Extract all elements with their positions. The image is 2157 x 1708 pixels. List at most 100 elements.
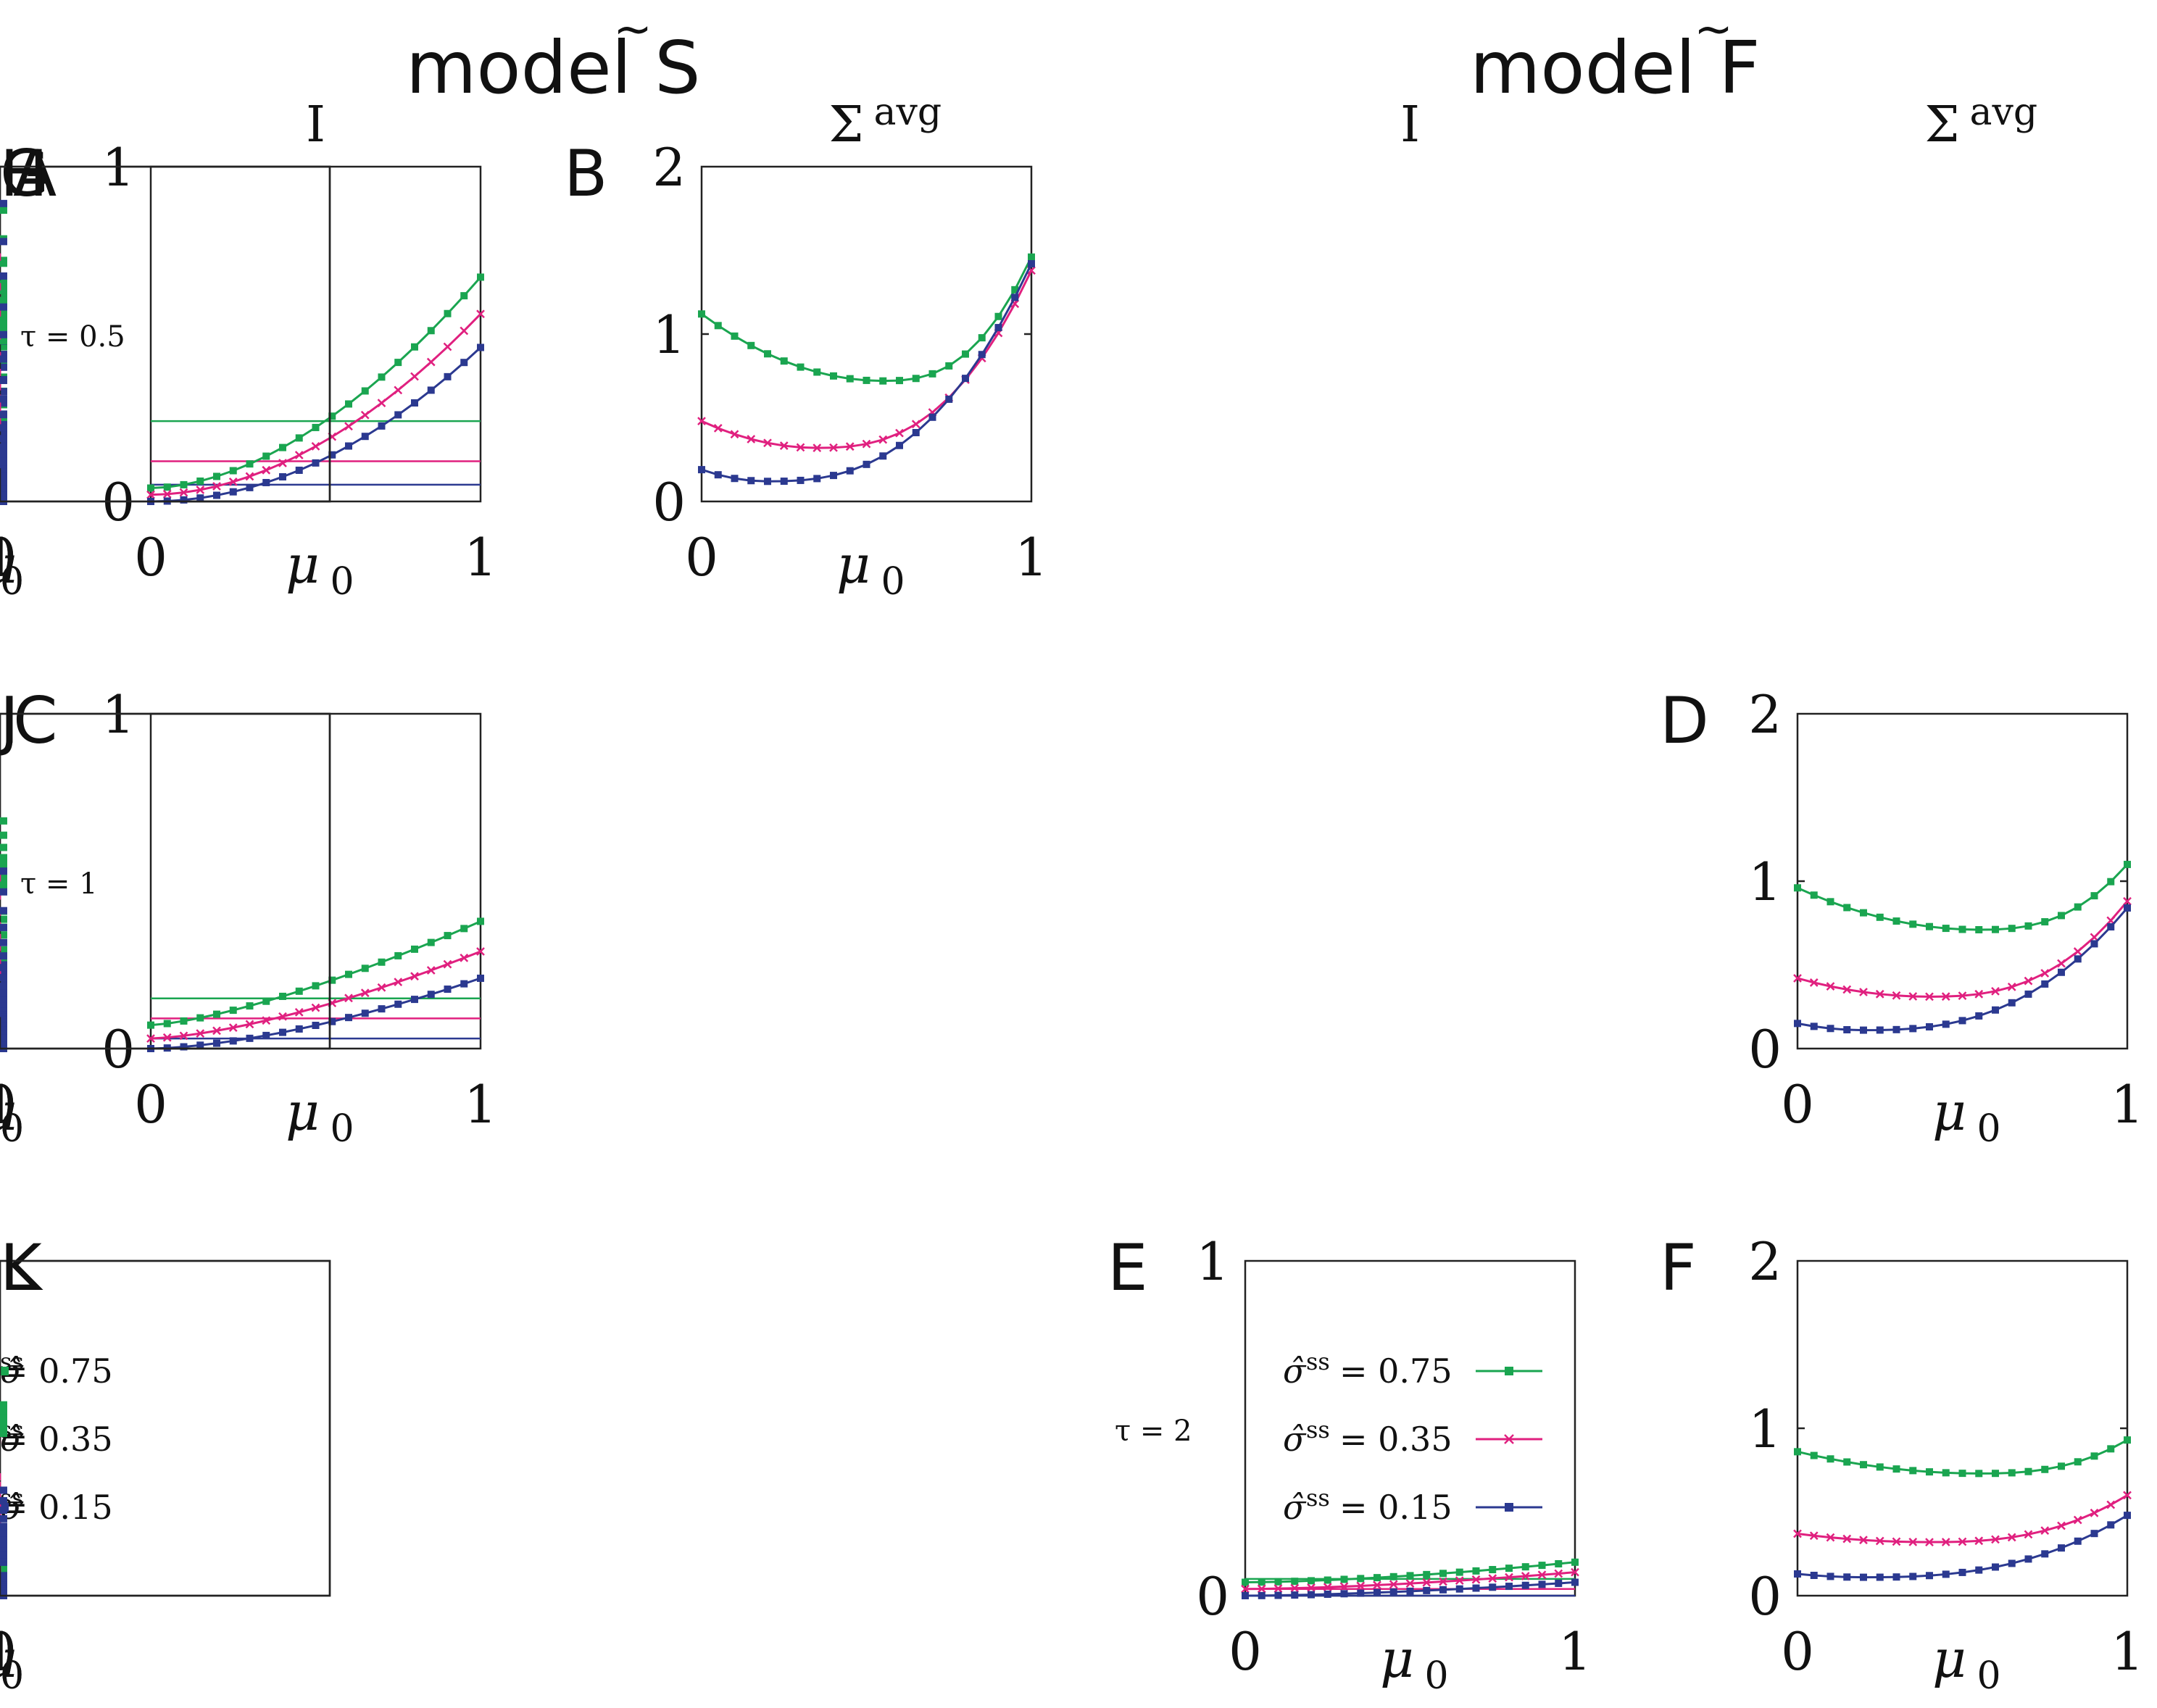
data-point bbox=[1941, 992, 1950, 1001]
data-point bbox=[1991, 986, 2000, 996]
data-point bbox=[0, 259, 7, 267]
data-point bbox=[2058, 912, 2065, 920]
column-header-superscript: avg bbox=[1970, 91, 2038, 134]
data-point bbox=[213, 1039, 220, 1047]
data-point bbox=[928, 413, 936, 421]
data-point bbox=[344, 993, 353, 1003]
data-point bbox=[1308, 1591, 1315, 1599]
data-point bbox=[213, 472, 220, 480]
data-point bbox=[731, 332, 739, 340]
data-point bbox=[1926, 1572, 1933, 1580]
x-axis-label: μ bbox=[1932, 1628, 1966, 1689]
panel-H: 01201μ0H bbox=[0, 136, 331, 604]
data-point bbox=[0, 272, 7, 280]
data-point bbox=[764, 350, 771, 358]
data-point bbox=[2041, 980, 2049, 988]
data-point bbox=[1571, 1567, 1579, 1577]
data-point bbox=[1892, 1573, 1900, 1581]
data-point bbox=[295, 987, 303, 995]
data-point bbox=[328, 451, 336, 459]
data-point bbox=[0, 411, 7, 419]
data-point bbox=[1472, 1567, 1480, 1575]
y-tick-label: 0 bbox=[1748, 1019, 1782, 1080]
x-axis-label-subscript: 0 bbox=[0, 1107, 24, 1151]
data-point bbox=[978, 351, 986, 359]
data-point bbox=[411, 996, 418, 1004]
data-point bbox=[1472, 1584, 1480, 1592]
data-point bbox=[361, 1009, 369, 1017]
data-point bbox=[1809, 1531, 1819, 1541]
x-tick-label: 0 bbox=[134, 527, 167, 588]
x-axis-label: μ bbox=[0, 1081, 17, 1142]
column-header-label: I bbox=[306, 96, 325, 154]
data-point bbox=[0, 1417, 7, 1425]
data-point bbox=[229, 488, 237, 496]
data-point bbox=[896, 377, 903, 385]
data-point bbox=[0, 931, 7, 939]
x-tick-label: 0 bbox=[0, 1074, 17, 1135]
data-point bbox=[345, 1014, 352, 1022]
data-point bbox=[378, 958, 386, 966]
data-point bbox=[0, 1515, 7, 1522]
data-point bbox=[426, 357, 436, 367]
data-point bbox=[196, 1014, 204, 1022]
data-point bbox=[2040, 1526, 2050, 1536]
data-point bbox=[460, 326, 469, 336]
data-point bbox=[1308, 1577, 1315, 1585]
data-point bbox=[0, 314, 7, 322]
panel-letter-K: K bbox=[0, 1230, 43, 1305]
column-header-2: I bbox=[1400, 96, 1420, 154]
legend-superscript: ss bbox=[1306, 1348, 1330, 1375]
data-point bbox=[0, 1401, 7, 1409]
data-point bbox=[0, 1540, 7, 1548]
panel-letter-H: H bbox=[0, 136, 48, 211]
data-point bbox=[2057, 959, 2066, 968]
data-point bbox=[1992, 925, 1999, 933]
panel-C: 010 1μ 0Cτ = 1 bbox=[13, 683, 497, 1151]
data-point bbox=[698, 310, 705, 318]
data-point bbox=[962, 375, 969, 383]
x-axis-label-subscript: 0 bbox=[0, 1654, 24, 1698]
data-point bbox=[0, 1412, 7, 1420]
data-point bbox=[1505, 1583, 1513, 1591]
data-point bbox=[747, 341, 755, 349]
x-tick-label: 0 bbox=[0, 527, 17, 588]
legend-entry: σ̂ss= 0.35 bbox=[1283, 1416, 1542, 1459]
data-point bbox=[427, 991, 435, 999]
data-point bbox=[312, 1021, 320, 1029]
data-point bbox=[747, 477, 755, 485]
data-point bbox=[1389, 1588, 1397, 1596]
x-axis-label: μ bbox=[1932, 1081, 1966, 1142]
data-point bbox=[394, 978, 403, 987]
data-point bbox=[262, 465, 271, 475]
legend-value: = 0.75 bbox=[0, 1351, 113, 1391]
data-point bbox=[460, 359, 468, 367]
data-point bbox=[1843, 1026, 1851, 1034]
data-point bbox=[0, 1496, 7, 1504]
data-point bbox=[1909, 920, 1917, 928]
data-point bbox=[1909, 1467, 1917, 1475]
data-point bbox=[2008, 1559, 2016, 1567]
data-point bbox=[994, 324, 1002, 332]
data-point bbox=[1975, 1012, 1983, 1020]
data-point bbox=[0, 989, 7, 997]
data-point bbox=[0, 309, 7, 317]
data-point bbox=[394, 359, 402, 367]
legend-marker bbox=[1504, 1434, 1514, 1444]
data-point bbox=[1258, 1591, 1265, 1599]
panel-K: 0101μ0Kσ̂ss= 0.75σ̂ss= 0.35σ̂ss= 0.15 bbox=[0, 1230, 331, 1698]
data-point bbox=[246, 1034, 254, 1042]
data-point bbox=[878, 435, 888, 444]
x-tick-label: 0 bbox=[1781, 1074, 1814, 1135]
legend-symbol: σ̂ bbox=[1283, 1351, 1307, 1391]
data-point bbox=[1842, 1534, 1852, 1544]
x-tick-label: 1 bbox=[0, 1074, 17, 1135]
data-point bbox=[0, 1023, 7, 1031]
x-tick-label: 1 bbox=[1015, 527, 1048, 588]
panel-letter-A: A bbox=[13, 136, 57, 211]
data-point bbox=[945, 362, 953, 370]
data-point bbox=[1538, 1562, 1546, 1570]
data-point bbox=[246, 483, 254, 491]
legend-entry: σ̂ss= 0.35 bbox=[0, 1416, 113, 1459]
data-point bbox=[345, 442, 352, 450]
